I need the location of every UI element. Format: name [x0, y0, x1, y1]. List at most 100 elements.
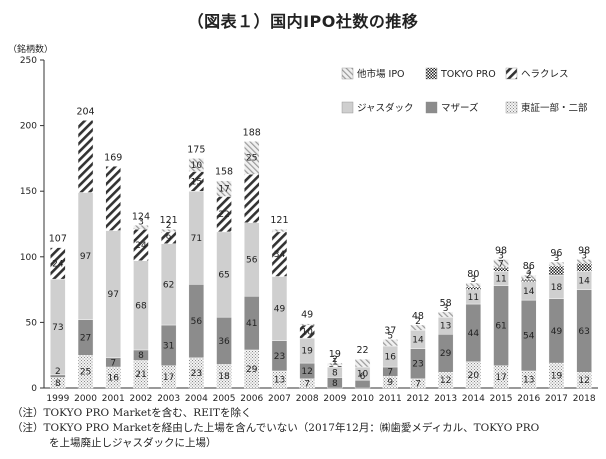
legend-swatch: [505, 101, 518, 114]
segment-label: 3: [581, 251, 587, 261]
segment-label: 63: [578, 327, 589, 337]
segment-label: 54: [523, 332, 535, 342]
bar-total-label: 49: [301, 310, 313, 321]
segment-label: 3: [443, 304, 449, 314]
x-tick-label: 1999: [46, 394, 69, 404]
segment-label: 56: [246, 255, 258, 265]
segment-label: 8: [332, 379, 338, 389]
bar-total-label: 80: [467, 269, 479, 280]
segment-label: 12: [301, 367, 312, 377]
bar-segment: [299, 323, 315, 326]
segment-label: 3: [526, 267, 532, 277]
segment-label: 14: [578, 276, 590, 286]
segment-label: 21: [135, 370, 146, 380]
segment-label: 5: [387, 331, 393, 341]
segment-label: 44: [468, 329, 480, 339]
segment-label: 41: [246, 319, 257, 329]
segment-label: 3: [554, 254, 560, 264]
segment-label: 14: [523, 287, 535, 297]
x-tick-label: 2004: [185, 394, 208, 404]
segment-label: 8: [55, 379, 61, 389]
segment-label: 1: [332, 358, 338, 368]
segment-label: 23: [412, 360, 423, 370]
segment-label: 7: [110, 358, 116, 368]
segment-label: 25: [246, 154, 257, 164]
bar-total-label: 188: [243, 127, 261, 138]
segment-label: 12: [440, 376, 451, 386]
segment-label: 10: [301, 328, 313, 338]
x-tick-label: 2011: [379, 394, 402, 404]
segment-label: 2: [526, 271, 532, 281]
segment-label: 10: [357, 370, 369, 380]
segment-label: 13: [523, 375, 534, 385]
segment-label: 49: [274, 305, 286, 315]
bar-segment: [327, 362, 343, 366]
segment-label: 13: [440, 322, 451, 332]
bar-segment: [548, 261, 565, 267]
segment-label: 31: [163, 341, 174, 351]
bar-total-label: 121: [270, 215, 288, 226]
y-tick-label: 250: [20, 56, 37, 66]
legend-label: マザーズ: [441, 102, 479, 114]
x-tick-label: 2014: [462, 394, 485, 404]
bar-segment: [244, 173, 260, 223]
segment-label: 34: [274, 250, 286, 260]
y-tick-label: 150: [20, 187, 37, 197]
segment-label: 29: [246, 365, 258, 375]
segment-label: 19: [301, 347, 313, 357]
segment-label: 71: [191, 234, 202, 244]
bar-total-label: 175: [187, 144, 205, 155]
segment-label: 7: [415, 379, 421, 389]
segment-label: 8: [138, 351, 144, 361]
x-tick-label: 2008: [296, 394, 319, 404]
segment-label: 62: [163, 280, 174, 290]
bar-segment: [105, 166, 121, 231]
bar-total-label: 58: [440, 298, 452, 309]
footnote-2-continued: を上場廃止しジャスダックに上場）: [49, 437, 217, 449]
segment-label: 16: [108, 374, 120, 384]
x-tick-label: 2016: [517, 394, 540, 404]
bar-segment: [521, 274, 537, 280]
legend-swatch: [425, 67, 438, 80]
bar-total-label: 107: [49, 234, 67, 245]
bar-total-label: 19: [329, 349, 341, 360]
x-tick-label: 2001: [102, 394, 125, 404]
segment-label: 2: [55, 367, 61, 377]
x-tick-label: 2007: [268, 394, 291, 404]
segment-label: 14: [412, 335, 424, 345]
segment-label: 6: [360, 372, 366, 382]
footnote-2: （注）TOKYO PRO Marketを経由した上場を含んでいない（2017年1…: [12, 422, 540, 434]
segment-label: 2: [166, 221, 172, 231]
x-tick-label: 2015: [490, 394, 513, 404]
legend-swatch: [425, 101, 438, 114]
y-tick-label: 100: [20, 253, 37, 263]
segment-label: 7: [387, 368, 393, 378]
bar-segment: [465, 282, 482, 288]
segment-label: 97: [108, 290, 119, 300]
legend-swatch: [505, 67, 518, 80]
x-tick-label: 2006: [240, 394, 263, 404]
segment-label: 17: [495, 373, 506, 383]
segment-label: 49: [551, 327, 563, 337]
bar-segment: [133, 225, 149, 230]
bar-segment: [576, 259, 592, 264]
bar-segment: [493, 259, 509, 268]
segment-label: 65: [218, 271, 229, 281]
segment-label: 3: [498, 251, 504, 261]
x-tick-label: 2005: [213, 394, 236, 404]
segment-label: 17: [163, 373, 174, 383]
segment-label: 23: [191, 369, 202, 379]
bar-total-label: 98: [578, 245, 590, 256]
bar-segment: [216, 180, 232, 197]
x-tick-label: 2017: [545, 394, 568, 404]
bar-segment: [576, 263, 592, 272]
segment-label: 2: [332, 355, 338, 365]
segment-label: 9: [387, 378, 393, 388]
bar-segment: [244, 141, 260, 175]
segment-label: 73: [52, 323, 63, 333]
bar-total-label: 86: [523, 261, 535, 272]
legend-label: 他市場 IPO: [357, 68, 405, 80]
segment-label: 10: [191, 161, 203, 171]
segment-label: 2: [415, 317, 421, 327]
